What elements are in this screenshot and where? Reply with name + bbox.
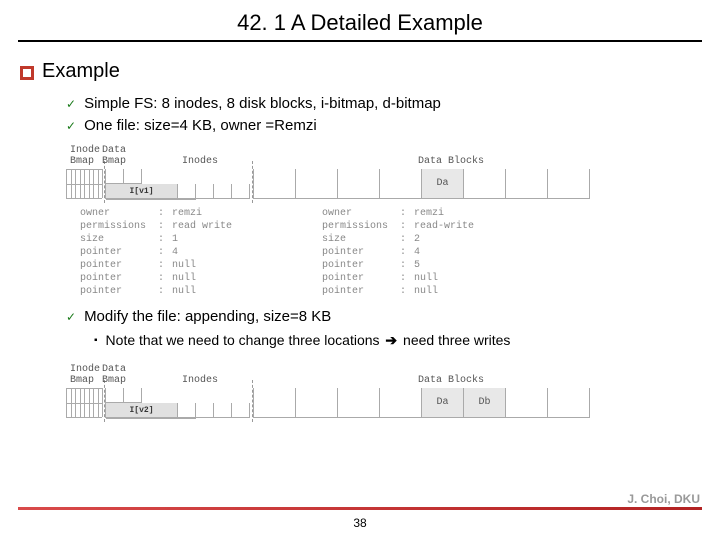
fs-diagram-2: Inode Bmap Data Bmap Inodes Data Blocks … [66, 362, 700, 418]
data-block-da-2: Da [422, 388, 464, 418]
check-icon: ✓ [66, 117, 76, 135]
bullet-text-3: Modify the file: appending, size=8 KB [84, 308, 331, 325]
data-block-da: Da [422, 169, 464, 199]
label-bmap: Bmap [70, 375, 100, 386]
slide-title: 42. 1 A Detailed Example [237, 10, 483, 36]
attr-table-left: owner:remzi permissions:read write size:… [80, 207, 232, 298]
label-inode: Inode [70, 364, 100, 375]
label-bmap: Bmap [70, 156, 100, 167]
inode-grid-2: I[v2] [105, 388, 250, 418]
label-data: Data [102, 145, 126, 156]
label-datablocks: Data Blocks [418, 156, 484, 167]
label-data: Data [102, 364, 126, 375]
check-icon: ✓ [66, 95, 76, 113]
attr-table-right: owner:remzi permissions:read-write size:… [322, 207, 474, 298]
label-datablocks: Data Blocks [418, 375, 484, 386]
label-bmap: Bmap [102, 156, 126, 167]
footer-divider [18, 507, 702, 510]
label-inodes: Inodes [182, 156, 218, 167]
attribute-tables: owner:remzi permissions:read write size:… [80, 207, 700, 298]
note-text: Note that we need to change three locati… [106, 332, 511, 349]
label-bmap: Bmap [102, 375, 126, 386]
bullet-text-1: Simple FS: 8 inodes, 8 disk blocks, i-bi… [84, 95, 441, 112]
data-block-db: Db [464, 388, 506, 418]
square-dot-icon: ▪ [94, 332, 98, 350]
arrow-icon: ➔ [383, 332, 399, 348]
fs-diagram-1: Inode Bmap Data Bmap Inodes Data Blocks … [66, 143, 700, 199]
inode-grid: I[v1] [105, 169, 250, 199]
inode-active-cell-2: I[v2] [106, 403, 178, 418]
data-block-grid-2: Da Db [253, 388, 590, 418]
section-heading: Example [42, 60, 120, 83]
bullet-square-icon [20, 66, 34, 80]
label-inode: Inode [70, 145, 100, 156]
label-inodes: Inodes [182, 375, 218, 386]
author-credit: J. Choi, DKU [627, 492, 700, 506]
bullet-text-2: One file: size=4 KB, owner =Remzi [84, 117, 317, 134]
data-block-grid: Da [253, 169, 590, 199]
check-icon: ✓ [66, 308, 76, 326]
inode-active-cell: I[v1] [106, 184, 178, 199]
page-number: 38 [0, 516, 720, 530]
